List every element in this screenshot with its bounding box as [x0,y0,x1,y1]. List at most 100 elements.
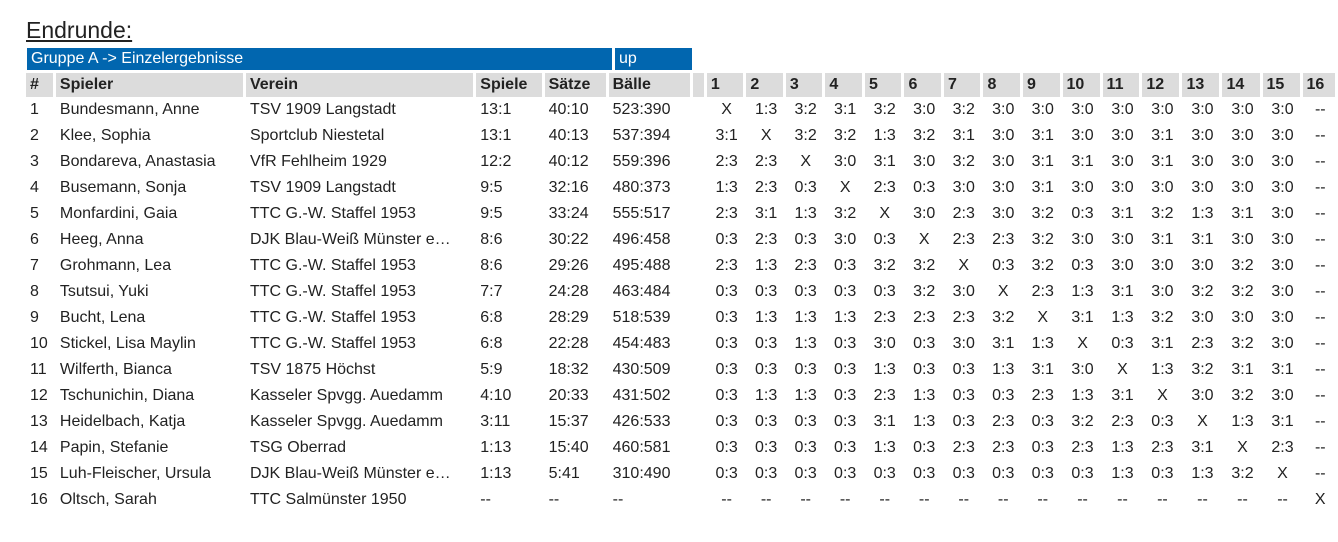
cell-games: 1:13 [480,439,512,456]
cell-result-vs-12: 2:3 [1151,439,1174,456]
cell-balls: 555:517 [612,205,671,222]
cell-sets: 15:40 [548,439,589,456]
cell-result-vs-1: 0:3 [715,413,738,430]
group-header-bar: Gruppe A -> Einzelergebnisse up [26,48,1338,70]
cell-result-vs-2: 1:3 [755,309,778,326]
table-body: 1 Bundesmann, Anne TSV 1909 Langstadt 13:1 4… [26,97,1338,513]
cell-result-vs-1: 0:3 [715,387,738,404]
cell-result-vs-5: 3:1 [873,153,896,170]
cell-result-vs-3: 0:3 [794,231,817,248]
cell-result-vs-13: 3:0 [1191,127,1214,144]
cell-result-vs-3: 0:3 [794,413,817,430]
cell-index: 14 [30,439,48,456]
cell-result-vs-10: 3:0 [1071,231,1094,248]
cell-result-vs-1: 0:3 [715,361,738,378]
cell-result-vs-15: 3:0 [1271,387,1294,404]
table-row: 6 Heeg, Anna DJK Blau-Weiß Münster e… 8:6 30… [26,227,1338,253]
cell-result-vs-6: 3:2 [913,257,936,274]
cell-balls: 559:396 [612,153,671,170]
up-link[interactable]: up [615,48,692,70]
cell-result-vs-15: 3:0 [1271,283,1294,300]
cell-sets: 5:41 [548,465,580,482]
cell-result-vs-11: 3:1 [1111,205,1134,222]
cell-result-vs-11: 1:3 [1111,439,1134,456]
col-header-opp-4: 4 [825,73,865,97]
cell-result-vs-3: 3:2 [794,101,817,118]
cell-result-vs-16: -- [1314,413,1326,430]
cell-result-vs-4: 0:3 [834,439,857,456]
cell-result-vs-2: -- [760,491,772,508]
cell-result-vs-11: 2:3 [1111,413,1134,430]
col-header-opp-7: 7 [943,73,984,97]
cell-result-vs-6: 0:3 [913,465,936,482]
cell-result-vs-1: 2:3 [715,205,738,222]
cell-result-vs-16: -- [1314,231,1326,248]
cell-gap [693,279,707,305]
cell-result-vs-3: -- [800,491,811,508]
cell-result-vs-7: 0:3 [952,387,975,404]
cell-result-vs-3: 1:3 [794,387,817,404]
cell-result-vs-4: 0:3 [834,413,857,430]
cell-result-vs-7: 3:2 [952,101,975,118]
cell-result-vs-7: 2:3 [952,439,975,456]
cell-result-vs-6: 0:3 [913,335,936,352]
cell-result-vs-6: 0:3 [913,179,936,196]
cell-result-vs-10: 2:3 [1071,439,1094,456]
table-row: 11 Wilferth, Bianca TSV 1875 Höchst 5:9 18:3… [26,357,1338,383]
cell-balls: 463:484 [612,283,671,300]
cell-result-vs-13: 3:0 [1191,153,1214,170]
cell-club: TTC G.-W. Staffel 1953 [249,205,416,222]
col-header-club: Verein [245,73,477,97]
cell-result-vs-12: 3:1 [1151,127,1174,144]
cell-result-vs-10: 0:3 [1071,465,1094,482]
cell-result-vs-14: 3:2 [1231,257,1254,274]
cell-index: 7 [30,257,39,274]
cell-result-vs-13: -- [1197,491,1208,508]
cell-result-vs-7: 3:0 [952,179,975,196]
cell-index: 10 [30,335,48,352]
cell-balls: 430:509 [612,361,671,378]
cell-result-vs-8: 2:3 [992,439,1015,456]
cell-result-vs-14: 3:0 [1231,179,1254,196]
cell-result-vs-2: 2:3 [755,179,778,196]
cell-result-vs-8: 3:0 [992,205,1015,222]
cell-balls: 426:533 [612,413,671,430]
cell-index: 15 [30,465,48,482]
cell-result-vs-11: 1:3 [1111,309,1134,326]
cell-club: TTC G.-W. Staffel 1953 [249,309,416,326]
cell-games: 8:6 [480,257,503,274]
col-header-opp-12: 12 [1142,73,1183,97]
cell-gap [693,227,707,253]
cell-club: Sportclub Niestetal [249,127,385,144]
cell-result-vs-8: 2:3 [992,413,1015,430]
cell-result-vs-1: 0:3 [715,231,738,248]
cell-result-vs-2: 0:3 [755,413,778,430]
cell-result-vs-16: -- [1314,465,1326,482]
cell-result-vs-11: 3:0 [1111,257,1134,274]
cell-result-vs-13: 1:3 [1191,465,1214,482]
cell-result-vs-4: 3:2 [834,127,857,144]
cell-result-vs-3: 1:3 [794,205,817,222]
cell-result-vs-8: 3:0 [992,101,1015,118]
cell-result-vs-16: -- [1314,179,1326,196]
cell-result-vs-2: 2:3 [755,153,778,170]
cell-result-vs-8: 0:3 [992,257,1015,274]
cell-result-vs-15: 2:3 [1271,439,1294,456]
cell-gap [693,123,707,149]
cell-index: 9 [30,309,39,326]
cell-games: 8:6 [480,231,503,248]
cell-result-vs-7: 2:3 [952,231,975,248]
cell-sets: 30:22 [548,231,589,248]
cell-result-vs-14: 3:0 [1231,231,1254,248]
cell-result-vs-4: 3:2 [834,205,857,222]
cell-result-vs-3: 3:2 [794,127,817,144]
cell-result-vs-6: X [918,231,930,248]
cell-result-vs-6: 1:3 [913,387,936,404]
cell-result-vs-5: 1:3 [873,361,896,378]
cell-games: 6:8 [480,335,503,352]
cell-result-vs-7: 3:1 [952,127,975,144]
cell-result-vs-9: 3:1 [1031,127,1054,144]
cell-result-vs-15: 3:0 [1271,101,1294,118]
cell-result-vs-6: 3:0 [913,101,936,118]
cell-result-vs-7: 3:0 [952,335,975,352]
